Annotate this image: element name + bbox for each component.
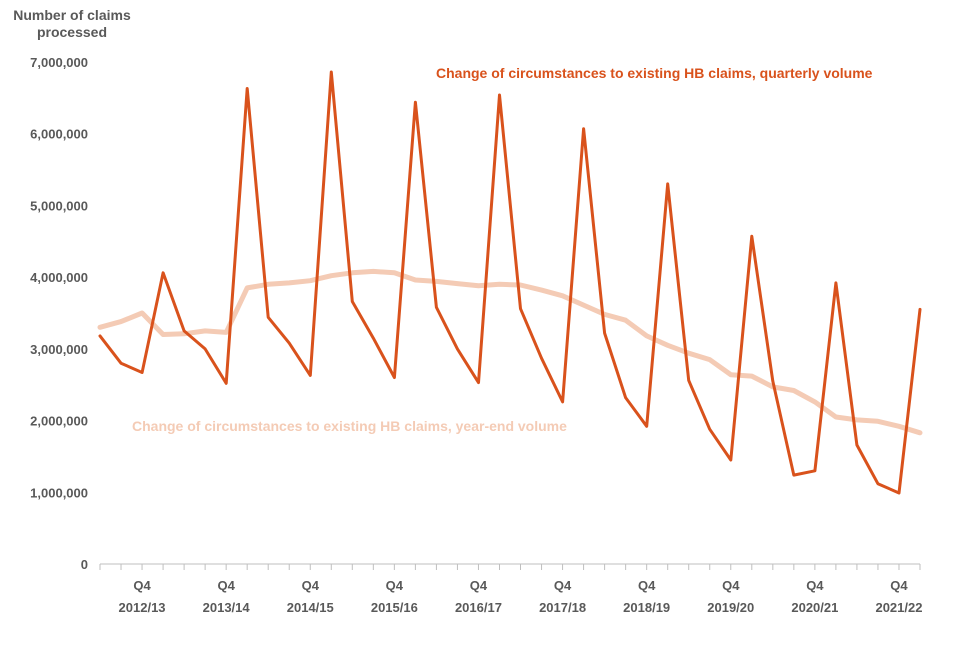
quarterly-series-annotation: Change of circumstances to existing HB c… — [436, 65, 873, 81]
quarterly-volume-line — [98, 70, 922, 495]
x-tick-year-label: 2015/16 — [371, 600, 418, 615]
x-tick-quarter-label: Q4 — [722, 578, 740, 593]
yearend-series-annotation: Change of circumstances to existing HB c… — [132, 418, 567, 434]
x-tick-year-label: 2012/13 — [119, 600, 166, 615]
x-tick-quarter-label: Q4 — [806, 578, 824, 593]
x-tick-quarter-label: Q4 — [890, 578, 908, 593]
x-tick-year-label: 2014/15 — [287, 600, 334, 615]
y-tick-label: 7,000,000 — [30, 55, 88, 70]
x-tick-year-label: 2018/19 — [623, 600, 670, 615]
x-tick-year-label: 2017/18 — [539, 600, 586, 615]
y-tick-label: 3,000,000 — [30, 342, 88, 357]
x-tick-quarter-label: Q4 — [470, 578, 488, 593]
y-tick-label: 4,000,000 — [30, 270, 88, 285]
x-tick-quarter-label: Q4 — [302, 578, 320, 593]
x-tick-year-label: 2019/20 — [707, 600, 754, 615]
x-tick-quarter-label: Q4 — [133, 578, 151, 593]
y-axis-ticks: 0 1,000,000 2,000,000 3,000,000 4,000,000 5,0… — [30, 55, 88, 572]
x-tick-quarter-label: Q4 — [386, 578, 404, 593]
y-tick-label: 1,000,000 — [30, 485, 88, 500]
x-tick-quarter-label: Q4 — [554, 578, 572, 593]
y-tick-label: 6,000,000 — [30, 127, 88, 142]
x-tick-year-label: 2013/14 — [203, 600, 251, 615]
x-tick-year-label: 2021/22 — [875, 600, 922, 615]
y-tick-label: 2,000,000 — [30, 414, 88, 429]
y-axis-title-line-1: Number of claims — [13, 7, 131, 23]
x-tick-year-label: 2016/17 — [455, 600, 502, 615]
y-axis-title-line-2: processed — [37, 24, 107, 40]
x-tick-year-label: 2020/21 — [791, 600, 838, 615]
yearend-volume-line — [97, 268, 923, 436]
y-tick-label: 0 — [81, 557, 88, 572]
y-tick-label: 5,000,000 — [30, 198, 88, 213]
series-layer — [97, 70, 923, 495]
x-tick-quarter-label: Q4 — [638, 578, 656, 593]
x-tick-quarter-label: Q4 — [217, 578, 235, 593]
x-axis: Q4 2012/13 Q4 2013/14 Q4 2014/15 Q4 2015/16 Q4 20… — [99, 563, 922, 615]
